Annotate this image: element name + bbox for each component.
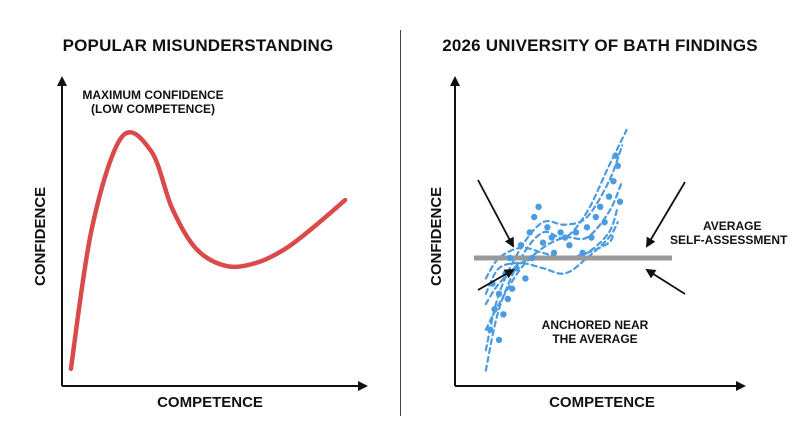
data-point-23 bbox=[583, 224, 591, 231]
data-point-36 bbox=[548, 234, 555, 241]
left-axes bbox=[57, 76, 368, 391]
data-point-24 bbox=[588, 234, 595, 241]
data-point-17 bbox=[550, 249, 558, 257]
right-y-axis-label: CONFIDENCE bbox=[428, 186, 445, 286]
anchor-annotation-line-2: THE AVERAGE bbox=[552, 332, 638, 346]
data-point-31 bbox=[616, 198, 624, 205]
data-point-34 bbox=[504, 295, 511, 303]
dashed-trend-3 bbox=[484, 180, 624, 331]
right-axes bbox=[450, 76, 746, 391]
anchor-annotation: ANCHORED NEAR THE AVERAGE bbox=[530, 318, 660, 346]
left-y-axis-label: CONFIDENCE bbox=[32, 186, 49, 286]
arrow-top-left bbox=[477, 179, 514, 248]
left-plot bbox=[68, 130, 348, 372]
dashed-trend-4 bbox=[484, 205, 619, 306]
panel-divider bbox=[400, 30, 401, 416]
data-point-22 bbox=[579, 249, 586, 257]
arrow-bottom-right bbox=[645, 268, 686, 295]
data-point-7 bbox=[506, 254, 514, 262]
data-point-9 bbox=[513, 265, 520, 272]
data-point-33 bbox=[495, 336, 503, 344]
arrow-bottom-left bbox=[477, 269, 515, 291]
average-line-label: AVERAGE SELF-ASSESSMENT bbox=[670, 219, 800, 247]
peak-annotation-line-2: (LOW COMPETENCE) bbox=[91, 102, 215, 116]
data-point-12 bbox=[526, 229, 533, 236]
right-chart-title: 2026 UNIVERSITY OF BATH FINDINGS bbox=[442, 36, 758, 55]
data-point-19 bbox=[561, 234, 569, 241]
data-point-5 bbox=[500, 311, 507, 318]
dashed-trend-5 bbox=[484, 221, 619, 295]
data-point-13 bbox=[528, 254, 536, 262]
data-point-2 bbox=[491, 306, 498, 313]
data-point-10 bbox=[517, 242, 525, 249]
peak-annotation: MAXIMUM CONFIDENCE (LOW COMPETENCE) bbox=[78, 88, 228, 116]
data-point-30 bbox=[614, 162, 621, 170]
data-point-8 bbox=[509, 285, 516, 292]
right-plot bbox=[474, 128, 686, 372]
left-x-axis-label: COMPETENCE bbox=[157, 394, 263, 411]
data-point-32 bbox=[612, 152, 619, 159]
right-x-axis-label: COMPETENCE bbox=[549, 394, 655, 411]
data-point-29 bbox=[610, 178, 617, 185]
data-point-20 bbox=[566, 242, 573, 249]
data-point-14 bbox=[535, 203, 542, 210]
data-point-15 bbox=[539, 239, 547, 246]
average-line-label-1: AVERAGE bbox=[703, 219, 762, 233]
dashed-trend-1 bbox=[484, 128, 628, 372]
peak-annotation-line-1: MAXIMUM CONFIDENCE bbox=[82, 88, 224, 102]
data-point-27 bbox=[601, 218, 608, 226]
data-point-21 bbox=[572, 229, 580, 236]
anchor-annotation-line-1: ANCHORED NEAR bbox=[541, 318, 649, 332]
misunderstanding-curve bbox=[68, 130, 348, 372]
data-point-16 bbox=[544, 224, 551, 231]
data-point-26 bbox=[597, 203, 604, 210]
data-point-35 bbox=[531, 213, 538, 221]
data-point-1 bbox=[487, 326, 494, 333]
left-chart-title: POPULAR MISUNDERSTANDING bbox=[62, 36, 334, 55]
data-point-11 bbox=[522, 275, 529, 282]
data-point-18 bbox=[557, 229, 564, 236]
data-point-25 bbox=[592, 213, 599, 221]
data-point-28 bbox=[605, 193, 613, 200]
dashed-trend-2 bbox=[484, 144, 624, 352]
arrow-top-right bbox=[645, 181, 686, 248]
average-line-label-2: SELF-ASSESSMENT bbox=[670, 233, 788, 247]
data-point-3 bbox=[495, 290, 503, 298]
